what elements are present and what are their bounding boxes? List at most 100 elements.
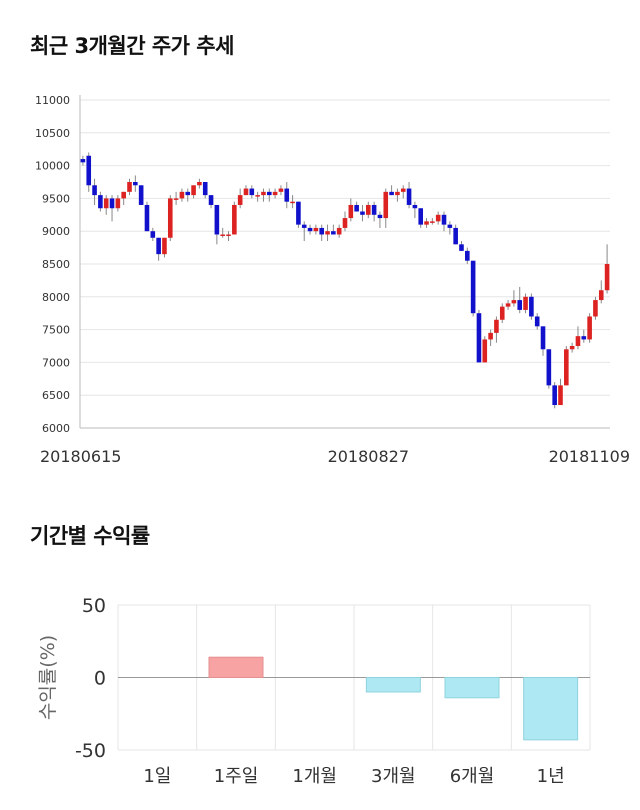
candle-body (581, 336, 587, 340)
candle (307, 224, 313, 235)
candle-body (389, 191, 394, 196)
candle-body (336, 227, 342, 235)
return-bar (523, 677, 579, 741)
candle-body (534, 316, 540, 327)
y-tick-label: -50 (75, 740, 106, 762)
candle-body (185, 191, 191, 196)
candle (523, 293, 528, 314)
candle (598, 280, 604, 304)
candle (499, 303, 505, 324)
candle (237, 188, 243, 209)
candle (395, 188, 400, 202)
candle-body (418, 208, 424, 225)
candle (336, 224, 342, 238)
candle-body (150, 231, 156, 238)
candle (476, 309, 482, 363)
candle (494, 316, 499, 343)
candle-body (569, 346, 575, 350)
candle-body (284, 188, 290, 202)
candle (558, 378, 563, 406)
candle (412, 201, 418, 219)
candle-body (587, 316, 592, 340)
y-tick-label: 50 (82, 595, 106, 617)
return-bar (365, 677, 421, 693)
candle (552, 382, 557, 409)
y-tick-label: 7500 (42, 324, 70, 337)
candle-body (564, 349, 569, 386)
candle (406, 182, 412, 209)
candle (331, 224, 336, 235)
candle-body (540, 326, 546, 350)
candle-body (348, 204, 354, 219)
candle (255, 191, 260, 202)
candle (103, 195, 109, 215)
candle-body (499, 306, 505, 320)
candle-body (465, 250, 470, 261)
candle-body (482, 339, 488, 363)
candle (488, 329, 493, 346)
candle-body (400, 188, 406, 192)
candle (197, 178, 202, 189)
candle-body (546, 349, 552, 386)
candle (459, 241, 464, 251)
candle-body (365, 204, 371, 215)
candle (144, 201, 150, 232)
candle (581, 329, 587, 343)
candle-body (249, 188, 255, 196)
candle-body (272, 191, 278, 196)
candle (127, 178, 132, 196)
candle-body (371, 204, 377, 215)
candle (156, 237, 161, 261)
candle (400, 185, 406, 199)
candle-body (430, 221, 435, 223)
candle-body (412, 204, 418, 209)
y-tick-label: 8000 (42, 291, 70, 304)
candle-body (447, 224, 453, 228)
candle (418, 208, 424, 228)
candle-body (237, 195, 243, 205)
candle (604, 244, 610, 294)
x-tick-label: 20181109 (549, 447, 630, 466)
candle (360, 204, 365, 222)
y-tick-label: 10000 (35, 160, 70, 173)
candle-body (383, 191, 389, 219)
candle (208, 195, 214, 209)
candle (133, 175, 138, 192)
candle (424, 218, 429, 228)
candle-body (191, 185, 196, 196)
candle (109, 195, 115, 222)
candle-body (167, 198, 173, 238)
candle (313, 224, 319, 235)
x-tick-label: 3개월 (371, 766, 416, 787)
candle (284, 182, 290, 209)
candle-body (511, 300, 517, 304)
candle (202, 182, 208, 199)
candle-body (115, 198, 121, 209)
candle (80, 155, 86, 166)
candle-body (331, 231, 336, 235)
candle (383, 188, 389, 228)
candle-body (505, 303, 511, 307)
candle-body (319, 227, 325, 235)
candle-body (80, 159, 86, 163)
candlestick-chart: 6000 6500 7000 7500 8000 8500 9000 9500 10000 105… (35, 94, 630, 466)
candle-body (325, 231, 330, 235)
candle-body (342, 218, 348, 228)
candle (529, 293, 534, 320)
y-tick-label: 6500 (42, 389, 70, 402)
candle-body (377, 214, 383, 219)
candle (261, 188, 266, 202)
candle-body (214, 204, 220, 235)
candle-body (523, 296, 528, 310)
candle (453, 224, 458, 245)
candle-body (261, 191, 266, 196)
candle-body (517, 300, 523, 310)
candle-body (290, 201, 295, 204)
x-tick-label: 1개월 (292, 766, 337, 787)
candle (115, 195, 121, 212)
candle-body (92, 185, 97, 196)
candle (389, 185, 394, 196)
candle-body (476, 313, 482, 363)
candle-body (202, 182, 208, 196)
